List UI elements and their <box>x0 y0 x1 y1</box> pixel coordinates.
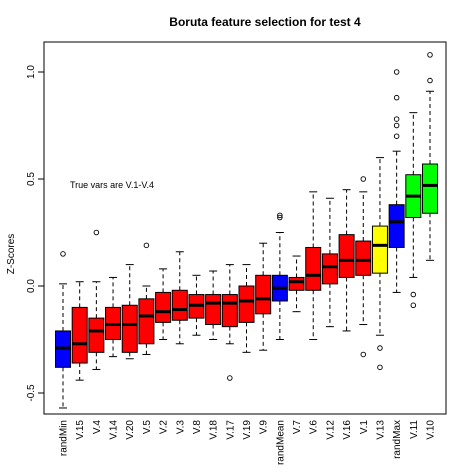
box-V.9 <box>255 242 272 351</box>
x-axis-labels: randMin V.15 V.4 V.14 V.20 V.5 V.2 V.3 V.8 V.18 V.… <box>59 420 437 465</box>
x-tick-label: V.10 <box>426 420 437 440</box>
box-body <box>255 274 272 315</box>
box-body <box>422 163 438 214</box>
box-V.18 <box>205 270 222 340</box>
box-V.3 <box>171 251 188 345</box>
box-body <box>155 291 172 323</box>
box-V.4 <box>88 229 105 370</box>
x-tick-label: V.20 <box>125 420 136 440</box>
box-V.13 <box>371 157 388 371</box>
outlier-point <box>393 94 400 101</box>
y-tick-label: -0.5 <box>26 384 37 402</box>
box-body <box>71 306 88 364</box>
x-tick-label: V.2 <box>159 420 170 435</box>
box-body <box>238 285 255 323</box>
y-tick-label: 0.0 <box>26 279 37 293</box>
x-tick-label: V.9 <box>259 420 270 435</box>
outlier-point <box>393 69 400 75</box>
x-tick-label: randMin <box>59 420 70 456</box>
box-V.8 <box>188 274 205 336</box>
x-tick-label: V.19 <box>242 420 253 440</box>
y-tick-label: 1.0 <box>26 65 37 79</box>
x-tick-label: V.16 <box>342 420 353 440</box>
chart-title: Boruta feature selection for test 4 <box>169 15 361 29</box>
y-tick-label: 0.5 <box>26 172 37 186</box>
box-randMax <box>388 69 405 293</box>
x-tick-label: V.4 <box>92 420 103 435</box>
x-tick-label: V.14 <box>109 420 120 440</box>
box-V.7 <box>288 255 305 313</box>
outlier-point <box>377 345 383 351</box>
box-V.20 <box>121 264 138 360</box>
outlier-point <box>427 52 433 58</box>
x-tick-label: V.7 <box>292 420 303 435</box>
box-body <box>205 294 222 326</box>
box-V.11 <box>405 112 422 309</box>
boxes-layer <box>55 52 438 409</box>
box-V.17 <box>221 264 238 381</box>
x-tick-label: V.12 <box>325 420 336 440</box>
box-V.16 <box>338 189 355 332</box>
outlier-point <box>60 251 66 257</box>
box-V.19 <box>238 264 255 353</box>
box-randMean <box>271 212 288 340</box>
outlier-point <box>360 351 367 358</box>
box-V.2 <box>155 268 172 340</box>
box-V.10 <box>422 52 438 261</box>
outlier-point <box>393 116 400 122</box>
x-tick-label: V.3 <box>175 420 186 435</box>
outlier-point <box>410 302 417 309</box>
x-tick-label: randMean <box>275 420 286 465</box>
outlier-point <box>277 214 283 221</box>
box-body <box>138 298 155 345</box>
box-body <box>305 246 322 291</box>
outlier-point <box>93 229 100 236</box>
outlier-point <box>393 133 400 139</box>
box-randMin <box>55 251 71 409</box>
x-tick-label: V.5 <box>142 420 153 435</box>
box-V.15 <box>71 281 88 381</box>
box-body <box>88 317 105 353</box>
box-body <box>288 276 305 291</box>
x-tick-label: V.8 <box>192 420 203 435</box>
x-tick-label: randMax <box>392 420 403 459</box>
box-V.14 <box>105 276 122 358</box>
outlier-point <box>427 77 433 84</box>
box-V.1 <box>355 176 372 358</box>
x-tick-label: V.13 <box>375 420 386 440</box>
box-body <box>371 225 388 274</box>
box-body <box>171 289 188 321</box>
outlier-point <box>277 212 283 219</box>
box-V.6 <box>305 191 322 340</box>
x-tick-label: V.6 <box>309 420 320 435</box>
x-tick-label: V.11 <box>409 420 420 439</box>
x-tick-label: V.18 <box>209 420 220 440</box>
outlier-point <box>227 375 233 381</box>
outlier-point <box>377 364 383 371</box>
box-body <box>355 240 372 276</box>
outlier-point <box>410 291 417 298</box>
x-tick-label: V.1 <box>359 420 370 435</box>
y-axis: -0.5 0.0 0.5 1.0 <box>26 65 45 402</box>
box-body <box>321 253 338 285</box>
box-body <box>121 304 138 353</box>
outlier-point <box>393 122 400 129</box>
annotation-text: True vars are V.1-V.4 <box>70 180 154 190</box>
box-body <box>221 294 238 328</box>
box-body <box>338 234 355 278</box>
outlier-point <box>360 176 367 182</box>
box-V.12 <box>321 197 338 328</box>
outlier-point <box>143 242 150 249</box>
box-body <box>388 204 405 248</box>
y-axis-label: Z-Scores <box>6 234 17 275</box>
x-tick-label: V.17 <box>225 420 236 440</box>
x-tick-label: V.15 <box>75 420 86 440</box>
box-V.5 <box>138 242 155 355</box>
